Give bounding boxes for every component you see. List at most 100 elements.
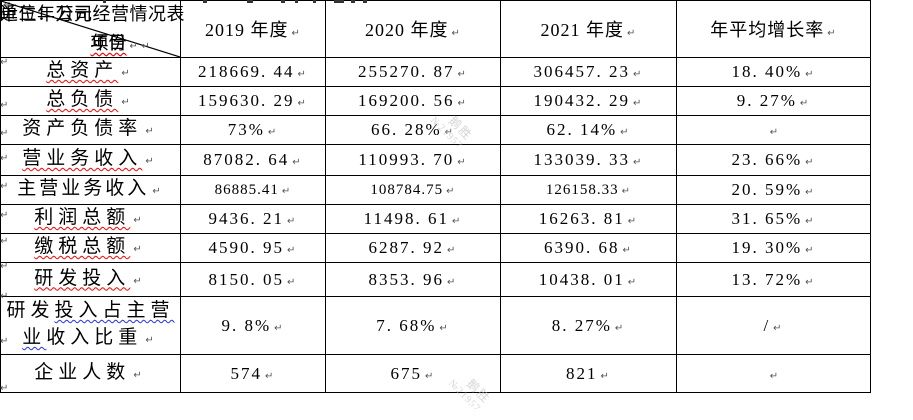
header-2019[interactable]: 2019 年度 ↵	[180, 0, 326, 58]
cell-operating-revenue-2019[interactable]: 87082. 64 ↵	[180, 144, 326, 176]
row-label-total-assets[interactable]: 总资产 ↵	[0, 57, 181, 87]
paragraph-mark-icon: ↵	[622, 245, 633, 256]
row-label-total-liabilities[interactable]: 总负债 ↵	[0, 86, 181, 116]
paragraph-mark-icon: ↵	[297, 69, 308, 80]
paragraph-mark-icon: ↵	[805, 216, 816, 227]
paragraph-mark-icon: ↵	[827, 28, 837, 39]
header-2021[interactable]: 2021 年度 ↵	[500, 0, 677, 58]
row-label-asset-liability-ratio[interactable]: 资产负债率 ↵	[0, 115, 181, 145]
row-label-employee-count[interactable]: 企业人数 ↵	[0, 354, 181, 393]
table-row: 企业人数 ↵ 574 ↵ 675 ↵ 821 ↵ ↵	[0, 354, 871, 393]
row-label-total-tax[interactable]: 缴税总额 ↵	[0, 233, 181, 263]
cell-rd-ratio-growth[interactable]: / ↵	[676, 296, 871, 355]
cell-asset-liability-ratio-2021[interactable]: 62. 14% ↵	[500, 115, 677, 145]
paragraph-mark-icon: ↵	[297, 98, 308, 109]
cell-rd-investment-2021[interactable]: 10438. 01 ↵	[500, 262, 677, 297]
paragraph-mark-icon: ↵	[805, 69, 816, 80]
cell-employee-count-growth[interactable]: ↵	[676, 354, 871, 393]
cell-main-business-revenue-2019[interactable]: 86885.41 ↵	[180, 175, 326, 205]
label-text: 收入比重	[46, 327, 143, 348]
cell-rd-investment-2019[interactable]: 8150. 05 ↵	[180, 262, 326, 297]
cell-total-profit-growth[interactable]: 31. 65% ↵	[676, 204, 871, 234]
cell-total-assets-2020[interactable]: 255270. 87 ↵	[325, 57, 501, 87]
cell-total-tax-growth[interactable]: 19. 30% ↵	[676, 233, 871, 263]
cell-total-tax-2020[interactable]: 6287. 92 ↵	[325, 233, 501, 263]
row-end-mark-icon: ↵	[0, 261, 9, 272]
diagonal-divider	[1, 1, 180, 57]
paragraph-mark-icon: ↵	[292, 157, 303, 168]
paragraph-mark-icon: ↵	[133, 244, 147, 255]
paragraph-mark-icon: ↵	[425, 370, 436, 382]
paragraph-mark-icon: ↵	[451, 216, 463, 227]
corner-year-label: 年份	[90, 33, 127, 53]
cell-operating-revenue-growth[interactable]: 23. 66% ↵	[676, 144, 871, 176]
cell-total-liabilities-2021[interactable]: 190432. 29 ↵	[500, 86, 677, 116]
header-growth-rate[interactable]: 年平均增长率 ↵	[676, 0, 871, 58]
table-row: 主营业务收入 ↵ 86885.41 ↵ 108784.75 ↵ 126158.33 ↵ …	[0, 175, 871, 205]
row-end-mark-icon: ↵	[0, 210, 9, 221]
table-row: 利润总额 ↵ 9436. 21 ↵ 11498. 61 ↵ 16263. 81 ↵ 31…	[0, 204, 871, 234]
row-label-total-profit[interactable]: 利润总额 ↵	[0, 204, 181, 234]
cell-total-liabilities-2019[interactable]: 159630. 29 ↵	[180, 86, 326, 116]
row-label-operating-revenue[interactable]: 营业务收入 ↵	[0, 144, 181, 176]
table-row: 缴税总额 ↵ 4590. 95 ↵ 6287. 92 ↵ 6390. 68 ↵ 19. …	[0, 233, 871, 263]
cell-employee-count-2020[interactable]: 675 ↵	[325, 354, 501, 393]
cell-rd-investment-growth[interactable]: 13. 72% ↵	[676, 262, 871, 297]
row-end-mark-icon: ↵	[0, 383, 9, 394]
label-text: 利润总额	[34, 207, 131, 228]
table-row: 总资产 ↵ 218669. 44 ↵ 255270. 87 ↵ 306457. 23 ↵…	[0, 57, 871, 87]
cell-asset-liability-ratio-2019[interactable]: 73% ↵	[180, 115, 326, 145]
paragraph-mark-icon: ↵	[457, 69, 468, 80]
cell-rd-ratio-2020[interactable]: 7. 68% ↵	[325, 296, 501, 355]
header-2020[interactable]: 2020 年度 ↵	[325, 0, 501, 58]
cell-total-profit-2020[interactable]: 11498. 61 ↵	[325, 204, 501, 234]
paragraph-mark-icon: ↵	[141, 41, 150, 52]
paragraph-mark-icon: ↵	[145, 335, 159, 346]
cell-total-profit-2021[interactable]: 16263. 81 ↵	[500, 204, 677, 234]
cell-asset-liability-ratio-growth[interactable]: ↵	[676, 115, 871, 145]
cell-rd-ratio-2021[interactable]: 8. 27% ↵	[500, 296, 677, 355]
table-row: 营业务收入 ↵ 87082. 64 ↵ 110993. 70 ↵ 133039. 33…	[0, 144, 871, 176]
cell-total-assets-growth[interactable]: 18. 40% ↵	[676, 57, 871, 87]
cell-total-profit-2019[interactable]: 9436. 21 ↵	[180, 204, 326, 234]
paragraph-mark-icon: ↵	[444, 127, 456, 138]
row-end-mark-icon: ↵	[0, 236, 9, 247]
label-text: 研发	[6, 300, 55, 321]
paragraph-mark-icon: ↵	[805, 157, 816, 168]
paragraph-mark-icon: ↵	[145, 126, 159, 137]
cell-total-liabilities-growth[interactable]: 9. 27% ↵	[676, 86, 871, 116]
cell-main-business-revenue-2020[interactable]: 108784.75 ↵	[325, 175, 501, 205]
paragraph-mark-icon: ↵	[274, 322, 285, 334]
corner-year-label-wrap: 年份 ↵	[91, 29, 138, 55]
cell-employee-count-2021[interactable]: 821 ↵	[500, 354, 677, 393]
row-label-rd-investment[interactable]: 研发投入 ↵	[0, 262, 181, 297]
cell-total-assets-2021[interactable]: 306457. 23 ↵	[500, 57, 677, 87]
paragraph-mark-icon: ↵	[152, 186, 164, 197]
cell-operating-revenue-2021[interactable]: 133039. 33 ↵	[500, 144, 677, 176]
paragraph-mark-icon: ↵	[457, 98, 468, 109]
paragraph-mark-icon: ↵	[621, 185, 632, 197]
cell-asset-liability-ratio-2020[interactable]: 66. 28% ↵	[325, 115, 501, 145]
paragraph-mark-icon: ↵	[805, 187, 816, 198]
label-text: 主营业务收入	[17, 178, 150, 199]
paragraph-mark-icon: ↵	[446, 185, 456, 197]
row-label-main-business-revenue[interactable]: 主营业务收入 ↵	[0, 175, 181, 205]
cell-total-liabilities-2020[interactable]: 169200. 56 ↵	[325, 86, 501, 116]
cell-total-tax-2021[interactable]: 6390. 68 ↵	[500, 233, 677, 263]
cell-employee-count-2019[interactable]: 574 ↵	[180, 354, 326, 393]
cell-total-tax-2019[interactable]: 4590. 95 ↵	[180, 233, 326, 263]
paragraph-mark-icon: ↵	[627, 216, 639, 227]
paragraph-mark-icon: ↵	[805, 245, 816, 256]
corner-header-cell[interactable]: 年份 ↵ 项目 ↵	[0, 0, 181, 58]
row-label-rd-ratio[interactable]: 研发投入占主营 业收入比重 ↵	[0, 296, 181, 355]
cell-main-business-revenue-2021[interactable]: 126158.33 ↵	[500, 175, 677, 205]
cell-main-business-revenue-growth[interactable]: 20. 59% ↵	[676, 175, 871, 205]
cell-rd-ratio-2019[interactable]: 9. 8% ↵	[180, 296, 326, 355]
cell-operating-revenue-2020[interactable]: 110993. 70 ↵	[325, 144, 501, 176]
label-text: 研发投入	[34, 267, 131, 289]
cell-rd-investment-2020[interactable]: 8353. 96 ↵	[325, 262, 501, 297]
paragraph-mark-icon: ↵	[633, 98, 644, 109]
cell-total-assets-2019[interactable]: 218669. 44 ↵	[180, 57, 326, 87]
clipped-next-line-mark	[281, 0, 285, 3]
